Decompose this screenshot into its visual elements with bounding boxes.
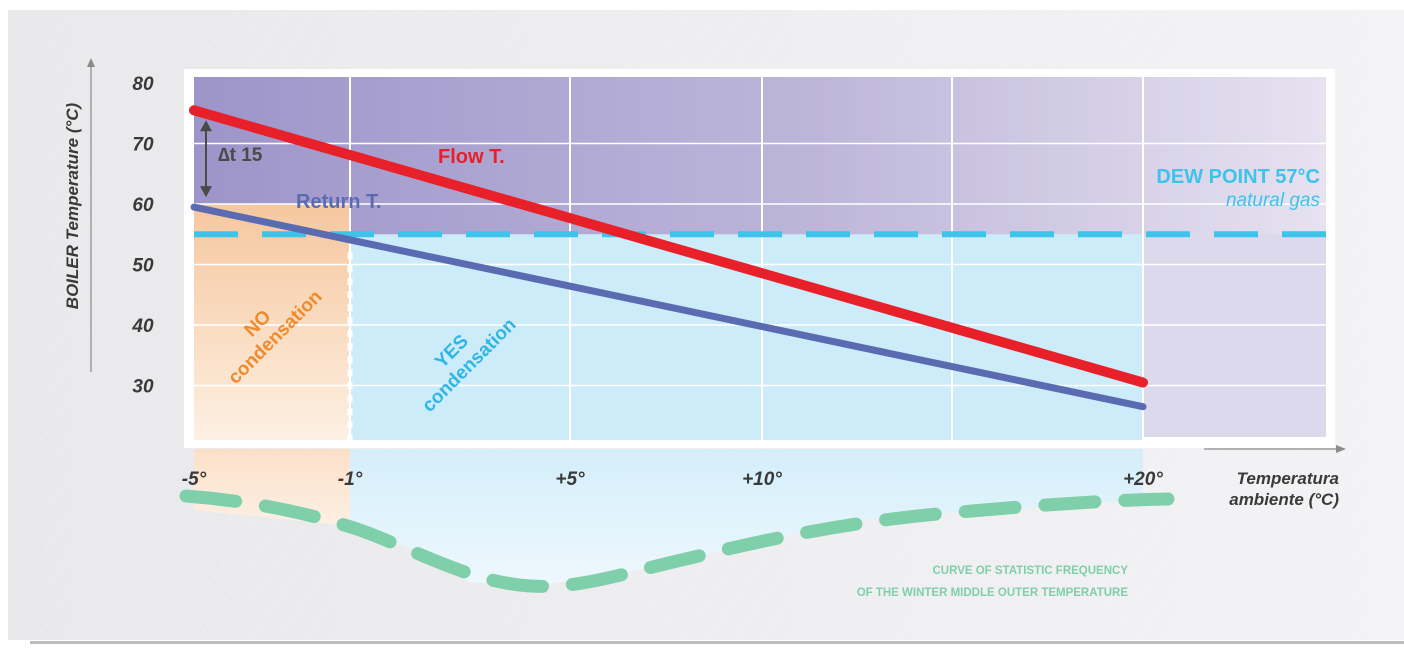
y-tick-label: 60 bbox=[132, 195, 154, 216]
x-tick-label: +10° bbox=[742, 469, 782, 490]
x-tick-labels: -5° -1° +5° +10° +20° bbox=[182, 469, 1164, 490]
dew-point-label: DEW POINT 57°C bbox=[1156, 166, 1320, 188]
flow-series-line bbox=[189, 105, 1148, 388]
no-condensation-zone bbox=[194, 204, 350, 440]
delta-arrow bbox=[200, 120, 212, 198]
series-lines bbox=[189, 105, 1148, 411]
yes-condensation-lower-band bbox=[350, 449, 1143, 586]
y-axis-arrow-head bbox=[87, 58, 95, 67]
frequency-curve-label-line1: CURVE OF STATISTIC FREQUENCY bbox=[932, 565, 1128, 577]
panel-shadow bbox=[30, 641, 1404, 644]
dew-point-sublabel: natural gas bbox=[1226, 190, 1321, 211]
y-tick-label: 80 bbox=[132, 74, 154, 95]
delta-label: ∆t 15 bbox=[218, 145, 263, 166]
x-axis-label-line1: Temperatura bbox=[1237, 469, 1339, 488]
flow-series-label: Flow T. bbox=[438, 146, 505, 168]
delta-arrow-head-down bbox=[200, 186, 212, 198]
y-tick-label: 30 bbox=[132, 377, 154, 398]
x-axis-label-line2: ambiente (°C) bbox=[1229, 490, 1339, 509]
x-tick-label: +5° bbox=[555, 469, 585, 490]
frequency-curve-label-line2: OF THE WINTER MIDDLE OUTER TEMPERATURE bbox=[857, 587, 1129, 599]
return-series-label: Return T. bbox=[296, 191, 382, 213]
x-tick-label: +20° bbox=[1123, 469, 1163, 490]
return-series-line bbox=[190, 203, 1147, 411]
y-axis-label: BOILER Temperature (°C) bbox=[63, 102, 82, 309]
y-tick-label: 70 bbox=[132, 135, 154, 156]
y-tick-label: 50 bbox=[132, 256, 154, 277]
x-tick-label: -5° bbox=[182, 469, 207, 490]
x-tick-label: -1° bbox=[338, 469, 363, 490]
out-of-range-zone bbox=[1143, 234, 1326, 437]
y-tick-label: 40 bbox=[131, 316, 154, 337]
frequency-curve bbox=[179, 489, 1175, 593]
delta-arrow-head-up bbox=[200, 120, 212, 132]
y-tick-labels: 30 40 50 60 70 80 bbox=[131, 74, 154, 398]
above-dew-zone bbox=[194, 77, 1326, 237]
x-axis-arrow-head bbox=[1336, 445, 1346, 453]
